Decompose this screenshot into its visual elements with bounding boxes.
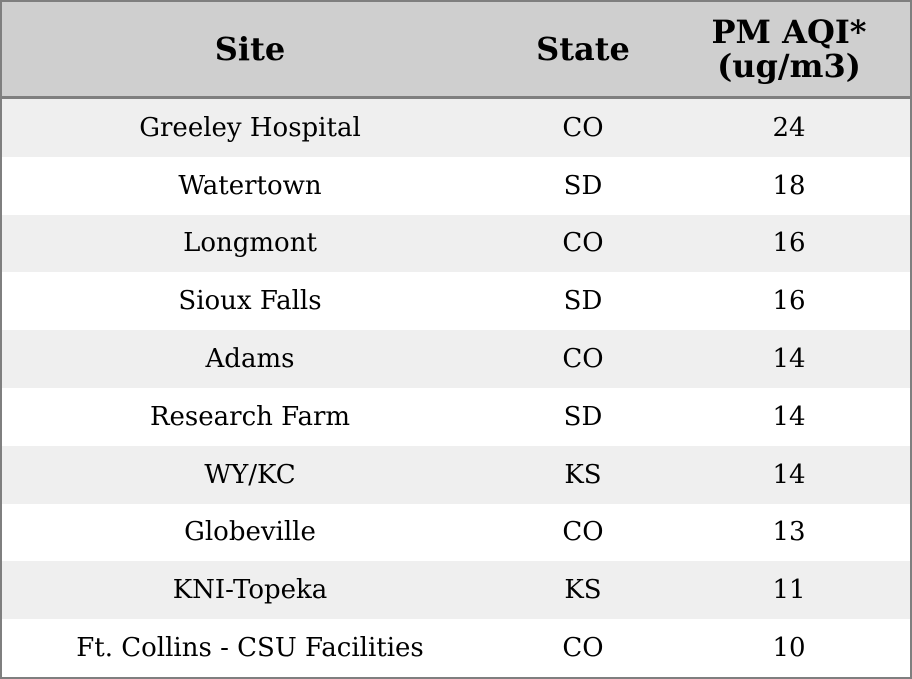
pm-aqi-cell: 16 [772, 228, 806, 259]
table-row: Ft. Collins - CSU Facilities CO 10 [2, 619, 910, 677]
site-cell: Ft. Collins - CSU Facilities [76, 633, 424, 664]
pm-aqi-cell: 13 [772, 517, 806, 548]
table-row: Sioux Falls SD 16 [2, 272, 910, 331]
site-cell: Longmont [183, 228, 317, 259]
pm-aqi-cell: 11 [772, 575, 806, 606]
site-cell: KNI-Topeka [172, 575, 328, 606]
header-pm-aqi: PM AQI* (ug/m3) [668, 2, 910, 96]
pm-aqi-cell: 18 [772, 170, 806, 201]
state-cell: SD [563, 286, 603, 317]
table-row: Globeville CO 13 [2, 503, 910, 562]
pm-aqi-cell: 14 [772, 401, 806, 432]
table-header: Site State PM AQI* (ug/m3) [2, 2, 910, 99]
pm-aqi-cell: 24 [772, 112, 806, 143]
site-cell: Sioux Falls [178, 286, 322, 317]
site-cell: Globeville [184, 517, 316, 548]
table-body: Greeley Hospital CO 24 Watertown SD 18 Longmon… [2, 99, 910, 677]
header-pm-aqi-line1: PM AQI* [711, 13, 867, 51]
table-row: Longmont CO 16 [2, 214, 910, 273]
table-row: KNI-Topeka KS 11 [2, 561, 910, 620]
state-cell: CO [562, 517, 604, 548]
pm-aqi-cell: 14 [772, 459, 806, 490]
pm-aqi-cell: 10 [772, 633, 806, 664]
state-cell: SD [563, 401, 603, 432]
table-row: Greeley Hospital CO 24 [2, 99, 910, 157]
table-row: WY/KC KS 14 [2, 445, 910, 504]
table-row: Watertown SD 18 [2, 156, 910, 215]
site-cell: Greeley Hospital [139, 112, 361, 143]
table-row: Research Farm SD 14 [2, 387, 910, 446]
state-cell: KS [564, 459, 602, 490]
state-cell: CO [562, 228, 604, 259]
site-cell: WY/KC [204, 459, 296, 490]
state-cell: CO [562, 344, 604, 375]
header-site: Site [214, 30, 286, 68]
state-cell: SD [563, 170, 603, 201]
site-cell: Research Farm [149, 401, 351, 432]
state-cell: CO [562, 112, 604, 143]
header-pm-aqi-line2: (ug/m3) [717, 47, 861, 85]
state-cell: KS [564, 575, 602, 606]
pm-aqi-cell: 16 [772, 286, 806, 317]
pm-aqi-cell: 14 [772, 344, 806, 375]
site-cell: Watertown [178, 170, 322, 201]
table-row: Adams CO 14 [2, 330, 910, 388]
state-cell: CO [562, 633, 604, 664]
site-cell: Adams [205, 344, 295, 375]
header-state: State [536, 30, 630, 68]
